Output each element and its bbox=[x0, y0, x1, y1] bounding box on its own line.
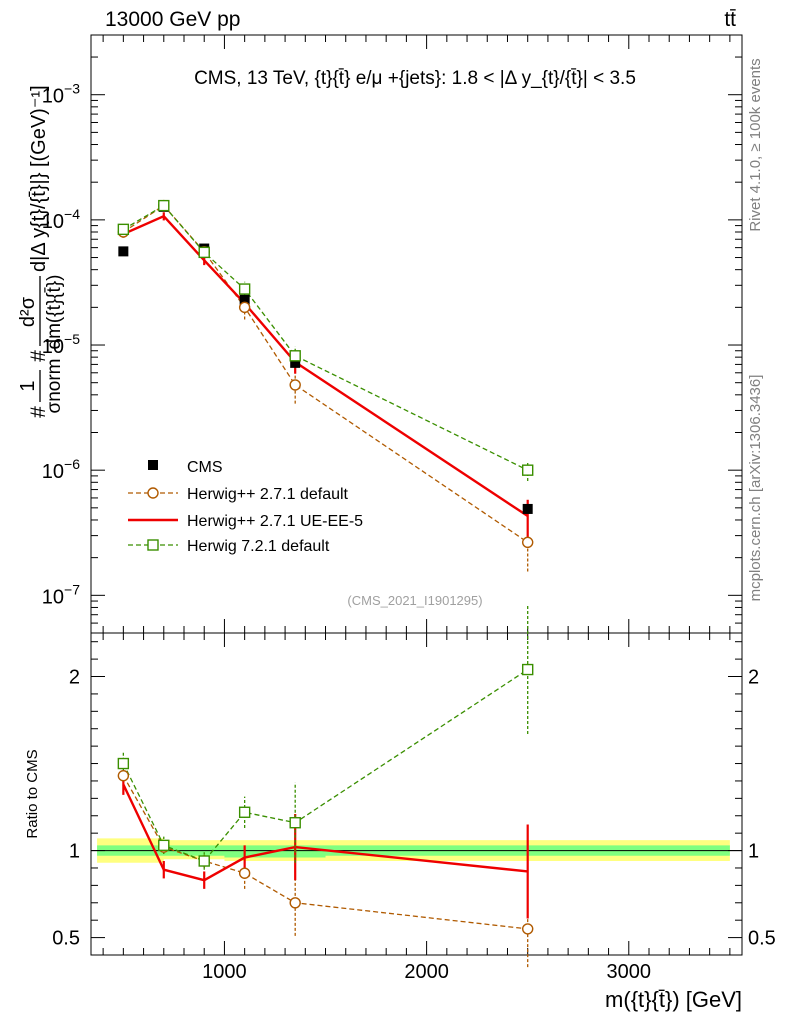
main-series-line-3 bbox=[123, 204, 528, 471]
ratio-series bbox=[117, 605, 534, 968]
main-ytick-label: 10−6 bbox=[42, 456, 80, 483]
main-ylabel: # 1 σnorm # d²σ dm({t}{t̄}) d|Δ y{t}/{t̄… bbox=[17, 85, 65, 417]
ratio-ytick-label-right: 2 bbox=[748, 667, 759, 689]
main-series-line-1 bbox=[122, 204, 529, 543]
legend-label-cms: CMS bbox=[187, 459, 223, 476]
header-left: 13000 GeV pp bbox=[105, 8, 240, 31]
ratio-ytick-label-right: 1 bbox=[748, 841, 759, 863]
ratio-herwigpp-default-point bbox=[521, 923, 534, 935]
ratio-ytick-label-right: 0.5 bbox=[748, 928, 776, 950]
ylabel-hash-1: # bbox=[27, 406, 50, 418]
herwig7-default-point bbox=[198, 246, 210, 259]
ratio-ytick-label: 0.5 bbox=[52, 928, 80, 950]
main-ytick-label: 10−4 bbox=[42, 206, 80, 233]
legend-label-herwigpp-default: Herwig++ 2.7.1 default bbox=[187, 486, 349, 503]
ylabel-tail: d|Δ y{t}/{t̄}|} [(GeV)⁻¹] bbox=[28, 85, 50, 272]
ratio-series-line-0 bbox=[122, 775, 528, 930]
main-ytick-label: 10−5 bbox=[42, 331, 80, 358]
legend-label-herwig7-default: Herwig 7.2.1 default bbox=[187, 538, 330, 555]
herwig7-default-point bbox=[117, 223, 130, 236]
herwigpp-default-point bbox=[238, 301, 251, 314]
ratio-xtick-label: 3000 bbox=[607, 961, 652, 983]
ratio-herwig7-default-point bbox=[521, 663, 534, 676]
main-series-line-2 bbox=[122, 214, 529, 518]
analysis-watermark: (CMS_2021_I1901295) bbox=[347, 593, 482, 608]
legend: CMS Herwig++ 2.7.1 default Herwig++ 2.7.… bbox=[128, 459, 363, 555]
ratio-plot-frame bbox=[90, 632, 743, 956]
main-ytick-label: 10−3 bbox=[42, 81, 80, 108]
ratio-herwig7-default-point bbox=[238, 806, 251, 818]
legend-marker-herwig7-default bbox=[147, 539, 159, 551]
main-series bbox=[117, 199, 534, 572]
rivet-label: Rivet 4.1.0, ≥ 100k events bbox=[747, 58, 764, 231]
ylabel-hash-2: # bbox=[27, 350, 50, 362]
ylabel-frac1-den: σnorm bbox=[44, 358, 65, 413]
ratio-series-line-2 bbox=[122, 669, 529, 862]
ratio-xtick-label: 1000 bbox=[202, 961, 247, 983]
mcplots-label: mcplots.cern.ch [arXiv:1306.3436] bbox=[747, 375, 764, 602]
herwig7-default-point bbox=[521, 464, 534, 476]
ratio-herwigpp-default-point bbox=[289, 897, 301, 909]
legend-label-herwigpp-ueee5: Herwig++ 2.7.1 UE-EE-5 bbox=[187, 513, 363, 530]
cms-data-point bbox=[522, 503, 533, 514]
header-right: tt̄ bbox=[724, 8, 736, 31]
legend-marker-cms bbox=[148, 460, 158, 470]
herwigpp-default-point bbox=[289, 379, 301, 391]
ratio-series-line-1 bbox=[122, 783, 528, 882]
main-title: CMS, 13 TeV, {t}{t̄} e/μ +{jets}: 1.8 < … bbox=[194, 68, 636, 89]
ratio-herwig7-default-point bbox=[289, 817, 301, 829]
ylabel-frac1-num: 1 bbox=[17, 380, 39, 391]
ratio-ytick-label: 2 bbox=[69, 667, 80, 689]
ratio-herwigpp-default-point bbox=[117, 770, 130, 782]
ratio-ylabel: Ratio to CMS bbox=[24, 749, 41, 838]
xlabel: m({t}{t̄}) [GeV] bbox=[605, 987, 742, 1012]
herwigpp-default-point bbox=[521, 536, 534, 549]
ratio-xtick-label: 2000 bbox=[404, 961, 449, 983]
herwig7-default-point bbox=[289, 350, 301, 362]
herwig7-default-point bbox=[238, 283, 251, 295]
herwig7-default-point bbox=[158, 199, 170, 212]
cms-data-point bbox=[290, 357, 301, 368]
main-axes: 10−7 10−6 10−5 10−4 10−3 bbox=[42, 34, 742, 634]
main-ytick-label: 10−7 bbox=[42, 581, 80, 608]
ratio-herwigpp-default-point bbox=[238, 867, 251, 879]
cms-data-point bbox=[239, 294, 250, 305]
ratio-axes: 0.5 0.5 1 1 2 2 1000 2000 3000 bbox=[52, 633, 776, 983]
ylabel-frac2-num: d²σ bbox=[17, 296, 39, 327]
ratio-herwig7-default-point bbox=[158, 839, 170, 852]
ratio-ytick-label: 1 bbox=[69, 841, 80, 863]
ratio-herwig7-default-point bbox=[198, 855, 210, 867]
cms-data-point bbox=[118, 246, 129, 257]
legend-marker-herwigpp-default bbox=[147, 487, 159, 499]
ylabel-frac2-den: dm({t}{t̄}) bbox=[44, 275, 65, 350]
ratio-herwig7-default-point bbox=[117, 757, 130, 770]
